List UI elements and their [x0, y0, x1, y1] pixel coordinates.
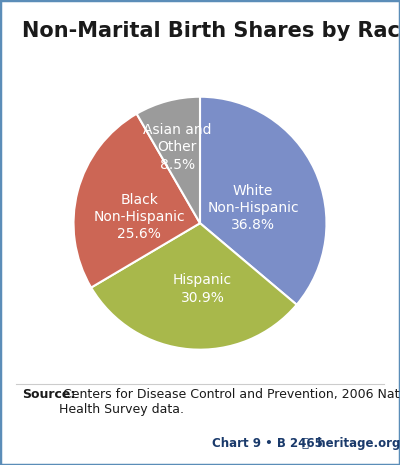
Text: Non-Marital Birth Shares by Race: Non-Marital Birth Shares by Race: [22, 21, 400, 41]
Wedge shape: [91, 223, 297, 350]
Text: Chart 9 • B 2465: Chart 9 • B 2465: [212, 437, 323, 450]
Wedge shape: [137, 97, 200, 223]
Text: Black
Non-Hispanic
25.6%: Black Non-Hispanic 25.6%: [94, 193, 185, 241]
Text: Source:: Source:: [22, 388, 75, 401]
Text: 🏛  heritage.org: 🏛 heritage.org: [302, 437, 400, 450]
Text: White
Non-Hispanic
36.8%: White Non-Hispanic 36.8%: [207, 184, 299, 232]
Text: Asian and
Other
8.5%: Asian and Other 8.5%: [143, 123, 212, 172]
Wedge shape: [200, 97, 326, 305]
Text: Centers for Disease Control and Prevention, 2006 National
Health Survey data.: Centers for Disease Control and Preventi…: [59, 388, 400, 416]
Wedge shape: [74, 114, 200, 287]
Text: Hispanic
30.9%: Hispanic 30.9%: [173, 273, 232, 305]
